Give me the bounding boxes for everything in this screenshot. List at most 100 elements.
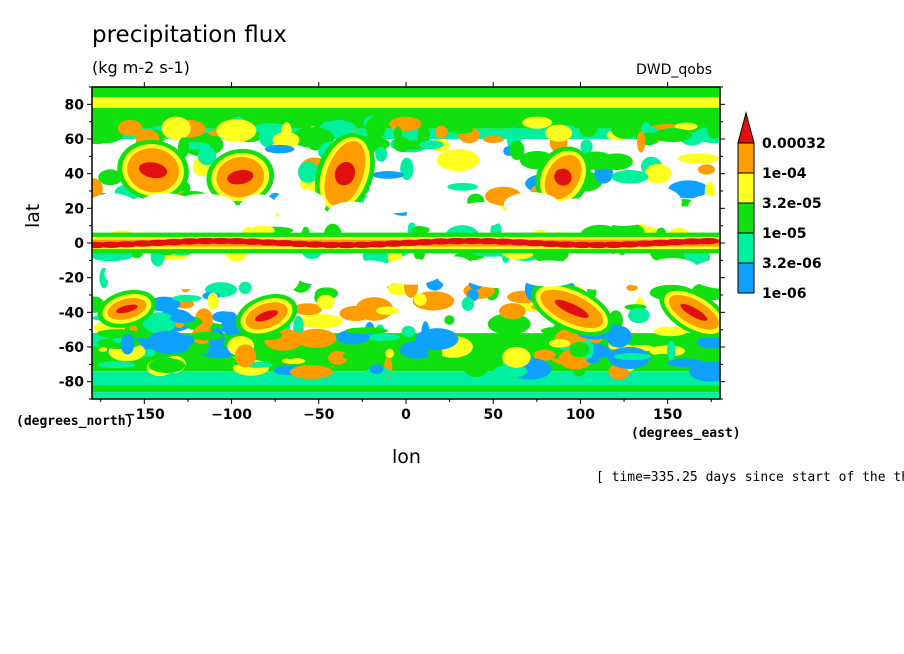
legend-swatch (737, 262, 755, 294)
precip-cell (509, 140, 525, 161)
precip-cell (161, 116, 191, 141)
precip-cell (610, 116, 640, 139)
dry-zone (252, 267, 300, 294)
precip-cell (696, 336, 720, 349)
precip-cell (644, 163, 672, 184)
precip-cell (522, 116, 553, 129)
x-axis-units: (degrees_east) (631, 426, 741, 441)
precip-cell (250, 225, 275, 235)
precip-cell (212, 311, 236, 323)
precip-cell (297, 161, 319, 183)
itcz-core (695, 237, 720, 245)
x-tick-label: −100 (211, 407, 252, 423)
precip-cell (707, 120, 720, 140)
legend-label: 1e-06 (762, 286, 807, 302)
precip-cell (444, 315, 455, 325)
precip-cell (689, 361, 720, 382)
precip-cell (117, 119, 143, 136)
precip-cell (502, 346, 531, 368)
dry-zone (92, 193, 139, 226)
precip-cell (176, 299, 194, 309)
y-tick-label: 40 (65, 167, 85, 183)
dry-zone (569, 265, 626, 290)
precip-cell (580, 139, 593, 154)
precip-cell (92, 178, 103, 200)
y-tick-label: -40 (59, 305, 85, 321)
legend-label: 3.2e-05 (762, 196, 822, 212)
precip-cell (447, 126, 474, 134)
y-tick-label: 80 (65, 97, 85, 113)
precip-cell (365, 116, 386, 140)
storm-core (554, 299, 589, 318)
legend-swatch (737, 232, 755, 264)
precip-cell (677, 153, 720, 164)
dry-zone (464, 264, 533, 288)
chart-title: precipitation flux (92, 22, 287, 48)
y-tick-label: 0 (74, 236, 84, 252)
precip-cell (254, 123, 287, 131)
dry-zone (201, 261, 242, 282)
storm-core (227, 169, 254, 185)
precip-cell (342, 352, 357, 360)
dry-zone (292, 259, 342, 285)
precip-cell (613, 353, 652, 361)
time-note: [ time=335.25 days since start of the th… (596, 470, 904, 485)
precip-cell (579, 120, 598, 138)
precip-cell (637, 131, 646, 153)
y-axis-units: (degrees_north) (16, 414, 134, 429)
precip-cell (651, 353, 673, 361)
legend-label: 0.00032 (762, 136, 826, 152)
precip-cell (414, 293, 427, 306)
precip-cell (328, 350, 348, 365)
precip-cell (92, 250, 133, 262)
lat-band (92, 385, 720, 393)
precip-cell (345, 327, 388, 335)
lat-band (92, 392, 720, 399)
precip-cell (666, 340, 676, 361)
dry-zone (379, 258, 442, 285)
precip-cell (401, 325, 416, 338)
precip-cell (216, 119, 257, 143)
precip-cell (464, 360, 489, 378)
x-tick-label: 100 (566, 407, 595, 423)
precip-cell (120, 333, 135, 355)
y-tick-label: 20 (65, 201, 85, 217)
lat-band (92, 87, 720, 98)
precip-cell (447, 182, 479, 191)
precip-cell (419, 140, 444, 150)
precip-cell (653, 326, 687, 337)
y-tick-label: 60 (65, 132, 85, 148)
precip-cell (487, 313, 531, 335)
precip-cell (411, 225, 430, 234)
precip-cell (355, 297, 393, 321)
dry-zone (503, 192, 560, 217)
precip-cell (299, 313, 343, 329)
precip-cell (482, 135, 504, 144)
dry-zone (627, 186, 682, 219)
precip-cell (281, 122, 292, 140)
precip-cell (393, 126, 403, 144)
precip-cell (569, 341, 590, 358)
x-axis-label: lon (392, 446, 421, 468)
precip-cell (172, 294, 202, 302)
precip-cell (142, 312, 176, 334)
precip-cell (295, 328, 337, 348)
precip-cell (190, 331, 224, 341)
precip-cell (628, 307, 650, 324)
precip-cell (461, 296, 474, 311)
storm-core (680, 303, 708, 321)
precip-cell (281, 357, 306, 364)
precip-cell (92, 122, 125, 144)
precip-cell (285, 352, 298, 360)
legend-label: 3.2e-06 (762, 256, 822, 272)
precip-cell (586, 357, 600, 364)
precip-cell (375, 146, 388, 162)
precip-cell (371, 171, 405, 179)
precip-cell (653, 128, 693, 142)
precip-cell (151, 340, 190, 354)
precip-cell (415, 328, 459, 350)
precip-cell (176, 336, 192, 345)
precip-cell (193, 347, 210, 355)
precip-cell (264, 144, 295, 154)
precip-cell (533, 349, 556, 361)
